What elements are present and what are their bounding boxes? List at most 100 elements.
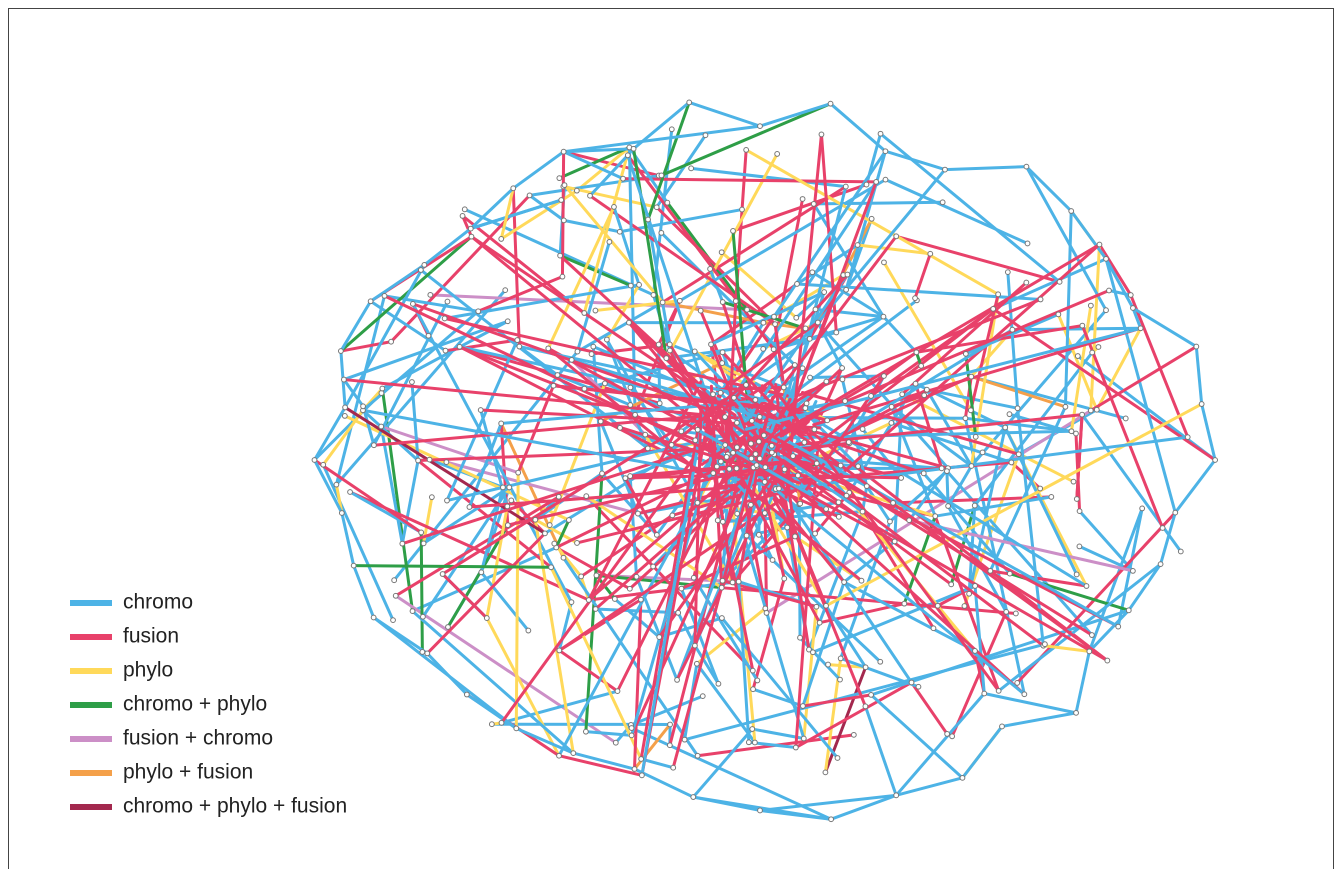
node xyxy=(556,175,563,182)
node xyxy=(692,642,698,649)
node xyxy=(761,510,768,516)
node xyxy=(824,417,831,424)
node xyxy=(667,721,673,728)
edge xyxy=(967,426,1007,596)
node xyxy=(456,343,463,350)
node xyxy=(881,373,887,379)
node xyxy=(1193,343,1200,350)
node xyxy=(812,306,819,313)
node xyxy=(961,603,968,609)
node xyxy=(962,350,969,357)
edge xyxy=(1074,649,1091,715)
edge xyxy=(1080,324,1165,530)
node xyxy=(593,572,600,579)
edge xyxy=(618,208,744,234)
edge xyxy=(563,183,665,304)
node xyxy=(1103,255,1109,262)
node xyxy=(532,516,539,523)
node xyxy=(859,508,866,515)
node xyxy=(873,179,880,185)
node xyxy=(719,349,726,356)
edge xyxy=(1104,257,1135,310)
node xyxy=(320,461,327,468)
edge xyxy=(339,235,473,353)
node xyxy=(1212,457,1219,463)
edge xyxy=(446,523,510,629)
edge xyxy=(894,234,1062,284)
edge xyxy=(933,495,1053,518)
node xyxy=(681,736,688,743)
node xyxy=(1073,571,1080,578)
edge xyxy=(646,100,691,221)
edge xyxy=(1016,406,1045,648)
node xyxy=(718,584,725,591)
node xyxy=(570,750,577,756)
node xyxy=(1015,451,1022,458)
node xyxy=(901,600,908,607)
edge xyxy=(1194,345,1204,406)
node xyxy=(770,346,777,353)
node xyxy=(694,499,701,506)
node xyxy=(1086,648,1093,655)
edge xyxy=(812,326,1143,427)
node xyxy=(729,579,736,586)
edge xyxy=(881,315,918,354)
node xyxy=(341,412,348,419)
edge xyxy=(461,214,473,239)
node xyxy=(760,345,767,352)
node xyxy=(768,449,775,456)
node xyxy=(972,583,978,589)
node xyxy=(972,433,979,440)
edge xyxy=(801,693,873,708)
edge xyxy=(802,328,1014,459)
node xyxy=(794,281,800,287)
node xyxy=(391,577,398,584)
node xyxy=(338,510,345,516)
node xyxy=(747,501,754,508)
node xyxy=(1014,405,1021,412)
edge xyxy=(745,534,882,664)
node xyxy=(735,578,742,585)
edge xyxy=(1131,306,1198,349)
node xyxy=(757,807,763,814)
edge xyxy=(770,491,846,584)
edge xyxy=(369,263,426,303)
node xyxy=(587,192,593,199)
edge xyxy=(575,240,611,354)
edge xyxy=(900,392,1076,484)
node xyxy=(987,567,994,574)
edge xyxy=(816,168,947,324)
node xyxy=(751,739,758,746)
node xyxy=(633,573,640,580)
edge xyxy=(627,321,737,453)
node xyxy=(828,816,835,823)
node xyxy=(752,451,759,457)
node xyxy=(967,407,974,414)
node xyxy=(887,518,893,525)
edge xyxy=(1006,270,1020,410)
node xyxy=(670,764,677,771)
edge xyxy=(342,319,510,382)
node xyxy=(863,483,870,490)
edge xyxy=(772,315,885,351)
node xyxy=(597,418,604,425)
node xyxy=(342,404,349,411)
edge xyxy=(557,145,631,180)
edge xyxy=(737,418,768,584)
edge xyxy=(879,132,1062,284)
edge xyxy=(991,257,1108,311)
node xyxy=(582,728,589,735)
edge xyxy=(1104,257,1177,515)
edge xyxy=(499,689,620,725)
node xyxy=(638,756,645,762)
edge xyxy=(758,808,833,821)
edge xyxy=(372,413,710,447)
edge xyxy=(425,531,547,655)
legend-label: chromo xyxy=(123,591,193,614)
node xyxy=(1115,623,1122,630)
edge xyxy=(444,460,640,516)
node xyxy=(515,469,522,476)
node xyxy=(718,458,724,465)
edge xyxy=(969,292,1000,412)
node xyxy=(809,269,816,276)
